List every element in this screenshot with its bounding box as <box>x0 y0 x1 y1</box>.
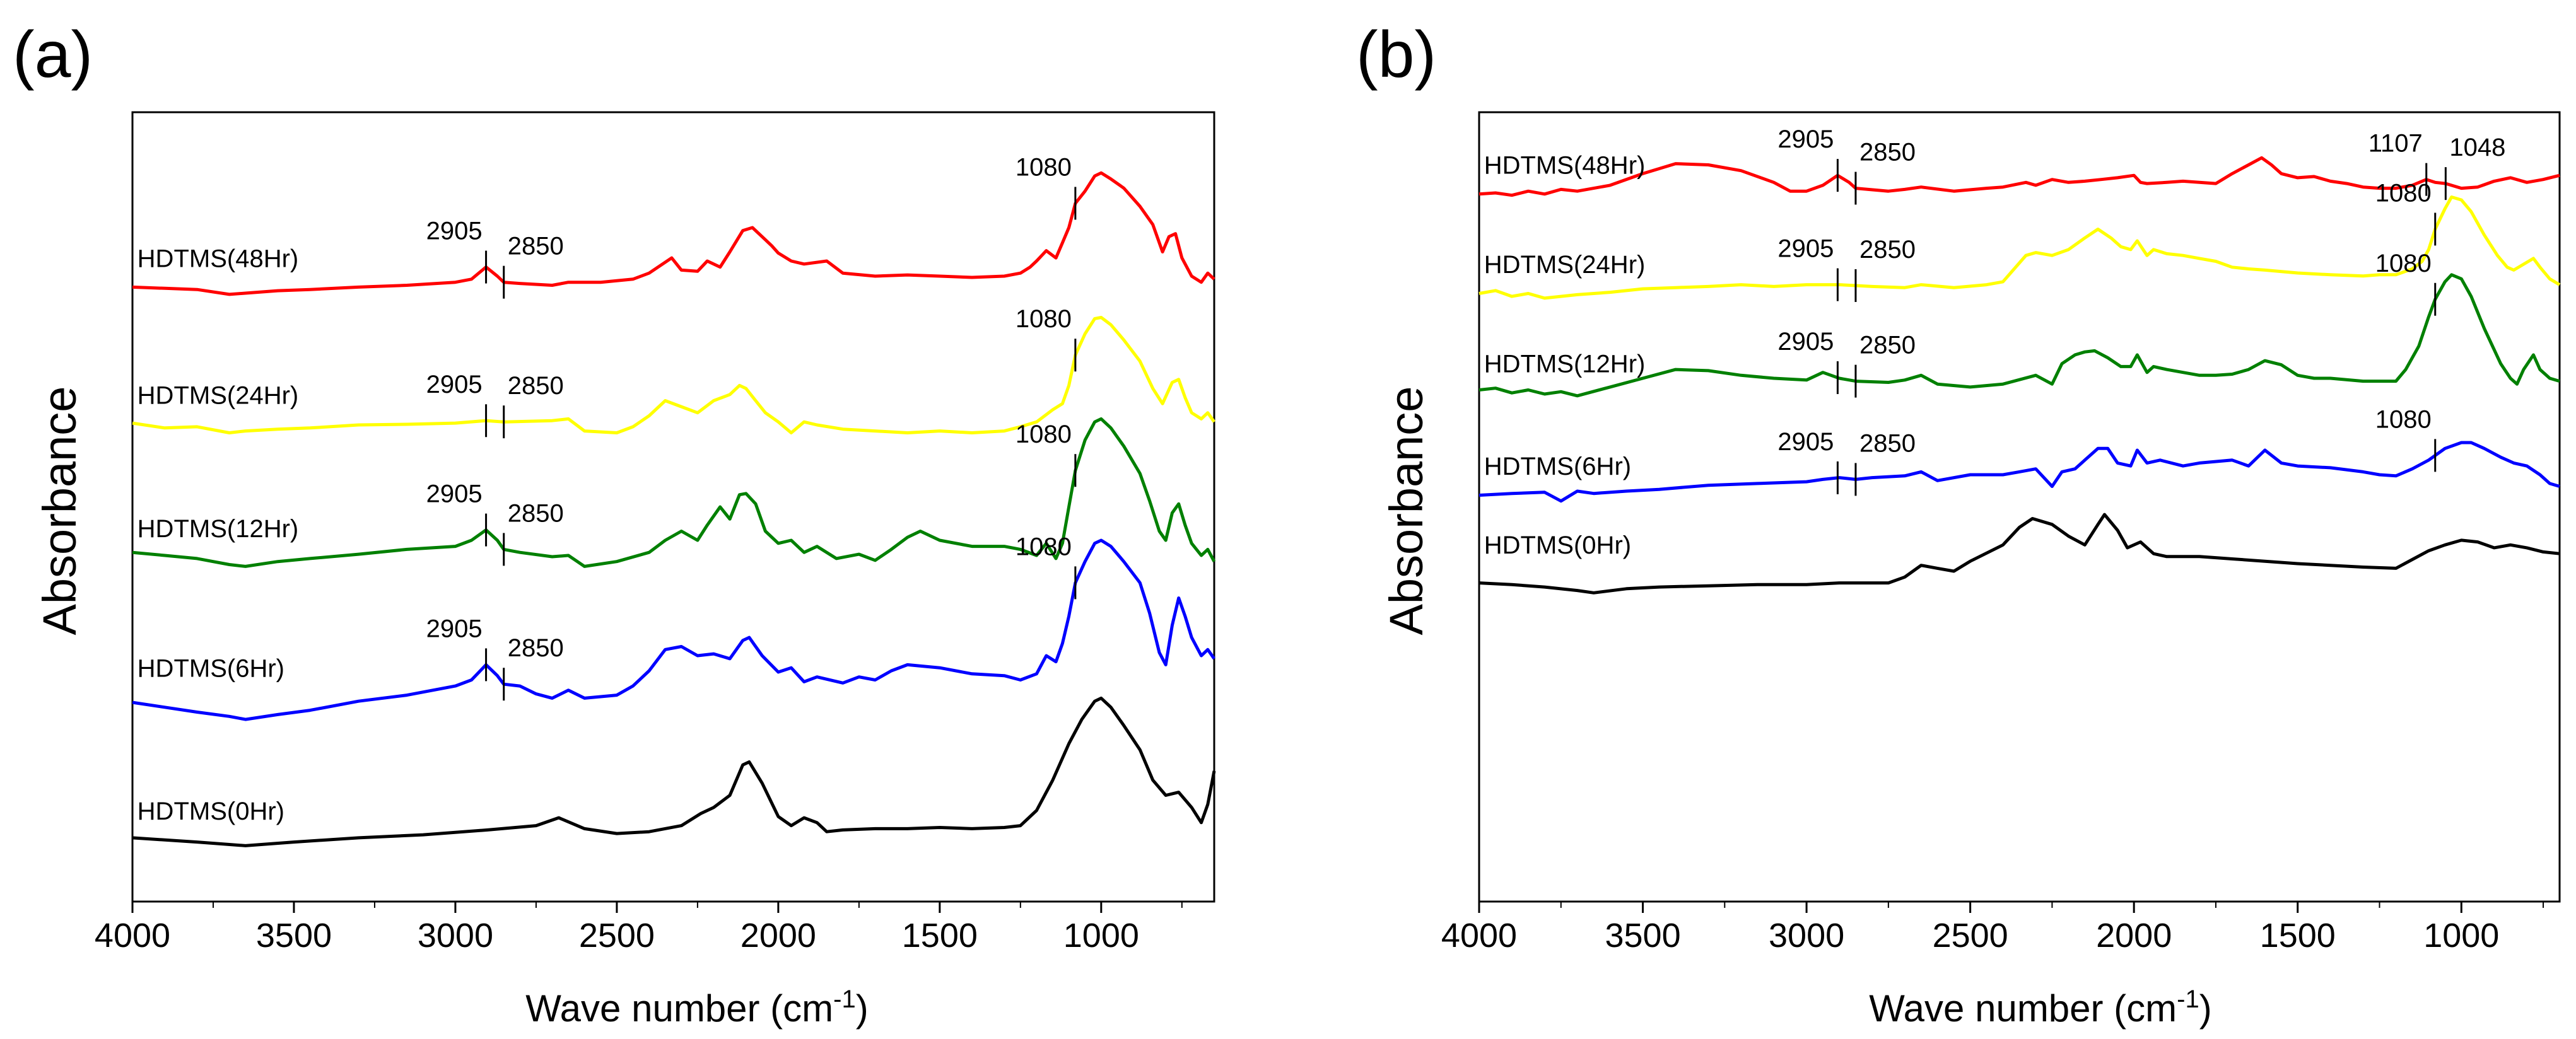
x-tick-label: 1000 <box>1063 917 1139 955</box>
panel-a: (a) Absorbance Wave number (cm-1) 4000 35… <box>13 18 1216 1030</box>
peak-label: 2850 <box>1859 429 1916 457</box>
y-axis-title-b: Absorbance <box>1380 386 1432 636</box>
series-label: HDTMS(24Hr) <box>1484 251 1646 279</box>
x-tick-label: 1500 <box>902 917 978 955</box>
x-tick-label: 2500 <box>579 917 655 955</box>
peak-label: 1080 <box>2375 250 2432 277</box>
peak-label: 2905 <box>426 371 483 398</box>
x-tick-label: 3500 <box>256 917 332 955</box>
peak-label: 1080 <box>2375 405 2432 433</box>
x-tick-label: 1000 <box>2423 917 2499 955</box>
peak-label: 1080 <box>1016 153 1072 181</box>
peak-label: 1080 <box>1016 421 1072 448</box>
peak-label: 1048 <box>2449 134 2505 161</box>
x-tick-label: 4000 <box>95 917 170 955</box>
series-label: HDTMS(6Hr) <box>138 655 284 683</box>
peak-label: 1107 <box>2368 130 2423 158</box>
x-axis-title-a: Wave number (cm-1) <box>525 985 868 1030</box>
series-label: HDTMS(0Hr) <box>138 798 284 825</box>
x-axis-title-text-a: Wave number (cm <box>525 987 833 1030</box>
series-line-hdtms-24hr <box>132 316 1216 434</box>
series-line-hdtms-24hr <box>1478 195 2561 300</box>
peak-label: 2905 <box>426 615 483 642</box>
peak-label: 2905 <box>1777 428 1834 456</box>
plot-frame <box>131 111 1215 903</box>
x-tick-label: 1500 <box>2260 917 2336 955</box>
y-axis-title-a: Absorbance <box>33 386 86 636</box>
peak-label: 1080 <box>1016 305 1072 333</box>
series-line-hdtms-12hr <box>132 417 1216 568</box>
series-line-hdtms-48hr <box>132 171 1215 296</box>
peak-label: 2850 <box>508 499 564 527</box>
series-line-hdtms-6hr <box>1478 441 2560 503</box>
peak-label: 2850 <box>1859 139 1916 166</box>
plot-area-b: 4000 3500 3000 2500 2000 1500 1000 HDTMS(0Hr) HD… <box>1441 111 2561 955</box>
peak-label: 2905 <box>1777 235 1834 263</box>
peak-label: 1080 <box>2375 179 2432 207</box>
x-axis-title-end-b: ) <box>2199 987 2212 1030</box>
peak-label: 1080 <box>1016 533 1072 560</box>
series-line-hdtms-12hr <box>1478 273 2560 398</box>
peak-label: 2905 <box>426 480 483 508</box>
series-line-hdtms-6hr <box>132 538 1216 721</box>
series-line-hdtms-0hr <box>1478 513 2560 595</box>
series-label: HDTMS(48Hr) <box>1484 151 1646 179</box>
panel-label-a: (a) <box>13 18 93 91</box>
x-tick-label: 2500 <box>1933 917 2008 955</box>
x-axis-title-end-a: ) <box>856 987 869 1030</box>
series-label: HDTMS(24Hr) <box>138 381 299 409</box>
x-axis-title-text-b: Wave number (cm <box>1869 987 2177 1030</box>
x-tick-label: 4000 <box>1441 917 1517 955</box>
plot-frame <box>1478 111 2561 903</box>
peak-label: 2905 <box>426 218 483 245</box>
panel-label-b: (b) <box>1356 18 1436 91</box>
series-line-hdtms-0hr <box>132 696 1216 847</box>
plot-area-a: 4000 3500 3000 2500 2000 1500 1000 HDTMS(0Hr) HD… <box>95 111 1216 955</box>
peak-label: 2905 <box>1777 125 1834 153</box>
x-tick-label: 3000 <box>418 917 493 955</box>
x-axis-title-b: Wave number (cm-1) <box>1869 985 2211 1030</box>
peak-label: 2850 <box>1859 236 1916 264</box>
series-label: HDTMS(6Hr) <box>1484 453 1631 480</box>
x-tick-label: 2000 <box>2096 917 2172 955</box>
peak-label: 2850 <box>508 372 564 400</box>
series-label: HDTMS(48Hr) <box>138 245 299 273</box>
series-label: HDTMS(12Hr) <box>138 515 299 543</box>
series-line-hdtms-48hr <box>1478 156 2560 197</box>
peak-label: 2850 <box>508 634 564 662</box>
series-label: HDTMS(12Hr) <box>1484 351 1646 378</box>
series-label: HDTMS(0Hr) <box>1484 531 1631 559</box>
x-tick-label: 3500 <box>1605 917 1680 955</box>
x-axis-title-sup-a: -1 <box>833 985 856 1013</box>
peak-label: 2850 <box>508 233 564 260</box>
x-axis-title-sup-b: -1 <box>2177 985 2199 1013</box>
x-tick-label: 2000 <box>741 917 816 955</box>
panel-b: (b) Absorbance Wave number (cm-1) 4000 35… <box>1356 18 2561 1030</box>
peak-label: 2850 <box>1859 332 1916 359</box>
x-tick-label: 3000 <box>1769 917 1844 955</box>
peak-label: 2905 <box>1777 328 1834 356</box>
